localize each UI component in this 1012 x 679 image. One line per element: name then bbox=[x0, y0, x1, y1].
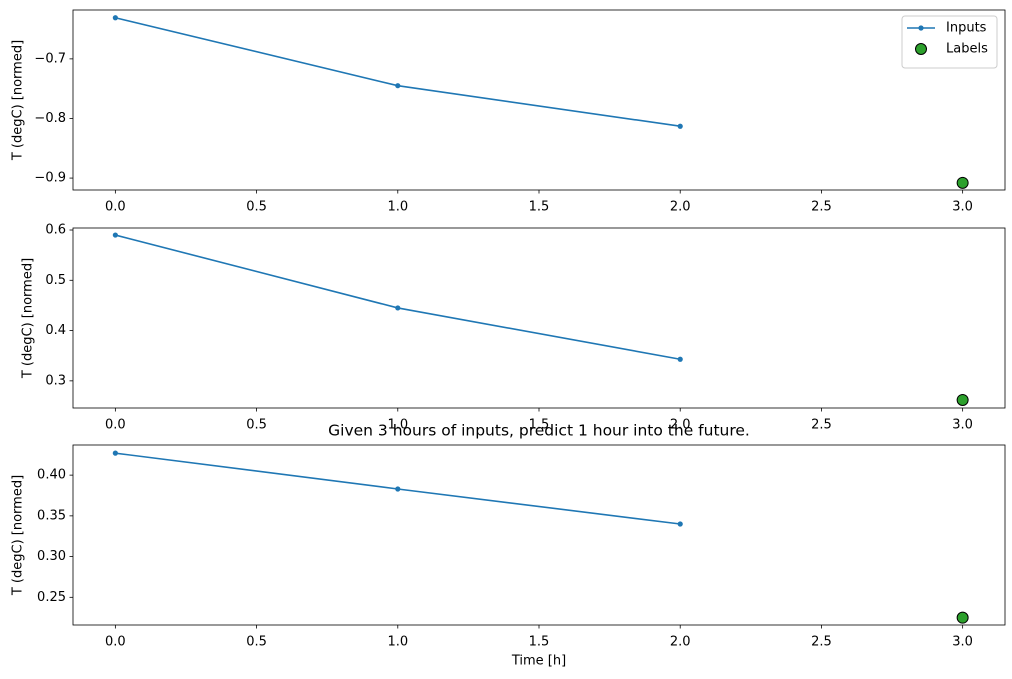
scatter-point bbox=[956, 611, 969, 624]
line-marker bbox=[677, 356, 683, 362]
x-tick-label: 2.0 bbox=[670, 418, 691, 433]
y-tick-label: 0.35 bbox=[37, 508, 66, 523]
axes-frame bbox=[72, 9, 1006, 191]
x-tick-label: 0.5 bbox=[246, 418, 267, 433]
y-axis-label: T (degC) [normed] bbox=[11, 40, 26, 161]
line-marker bbox=[112, 232, 118, 238]
y-axis-label: T (degC) [normed] bbox=[21, 258, 36, 379]
x-tick-label: 0.0 bbox=[105, 418, 126, 433]
x-tick-label: 0.5 bbox=[246, 200, 267, 215]
x-tick-label: 0.0 bbox=[105, 200, 126, 215]
x-tick-label: 3.0 bbox=[952, 635, 973, 650]
x-tick-label: 1.0 bbox=[387, 635, 408, 650]
y-tick-label: 0.3 bbox=[45, 373, 66, 388]
y-tick-label: −0.8 bbox=[34, 111, 66, 126]
axes-frame bbox=[72, 227, 1006, 409]
legend-label: Inputs bbox=[946, 21, 987, 36]
y-tick-label: −0.9 bbox=[34, 171, 66, 186]
legend-label: Labels bbox=[946, 42, 988, 57]
x-tick-label: 1.5 bbox=[529, 200, 550, 215]
line-marker bbox=[677, 521, 683, 527]
x-tick-label: 1.5 bbox=[529, 635, 550, 650]
x-tick-label: 1.5 bbox=[529, 418, 550, 433]
x-tick-label: 0.0 bbox=[105, 635, 126, 650]
x-tick-label: 2.5 bbox=[811, 200, 832, 215]
line-marker bbox=[677, 123, 683, 129]
y-tick-label: 0.25 bbox=[37, 590, 66, 605]
chart-title: Given 3 hours of inputs, predict 1 hour … bbox=[328, 422, 750, 440]
y-tick-label: 0.5 bbox=[45, 273, 66, 288]
series-line bbox=[115, 16, 681, 128]
line-marker bbox=[395, 486, 401, 492]
legend-marker bbox=[918, 25, 924, 31]
y-tick-label: 0.6 bbox=[45, 223, 66, 238]
y-tick-label: 0.40 bbox=[37, 468, 66, 483]
line-marker bbox=[395, 83, 401, 89]
legend-box bbox=[901, 15, 998, 69]
y-axis-label: T (degC) [normed] bbox=[11, 475, 26, 596]
x-tick-label: 0.5 bbox=[246, 635, 267, 650]
x-tick-label: 2.0 bbox=[670, 200, 691, 215]
y-tick-label: −0.7 bbox=[34, 51, 66, 66]
line-marker bbox=[112, 15, 118, 21]
x-tick-label: 2.5 bbox=[811, 635, 832, 650]
x-tick-label: 2.0 bbox=[670, 635, 691, 650]
x-axis-label: Time [h] bbox=[511, 654, 566, 669]
axes-frame bbox=[72, 444, 1006, 626]
x-tick-label: 1.0 bbox=[387, 200, 408, 215]
scatter-point bbox=[956, 393, 969, 406]
x-tick-label: 2.5 bbox=[811, 418, 832, 433]
legend-marker bbox=[915, 43, 927, 55]
y-tick-label: 0.4 bbox=[45, 323, 66, 338]
y-tick-label: 0.30 bbox=[37, 549, 66, 564]
scatter-point bbox=[956, 176, 969, 189]
series-line bbox=[115, 234, 681, 361]
x-tick-label: 3.0 bbox=[952, 418, 973, 433]
x-tick-label: 3.0 bbox=[952, 200, 973, 215]
line-marker bbox=[112, 450, 118, 456]
line-marker bbox=[395, 305, 401, 311]
x-tick-label: 1.0 bbox=[387, 418, 408, 433]
